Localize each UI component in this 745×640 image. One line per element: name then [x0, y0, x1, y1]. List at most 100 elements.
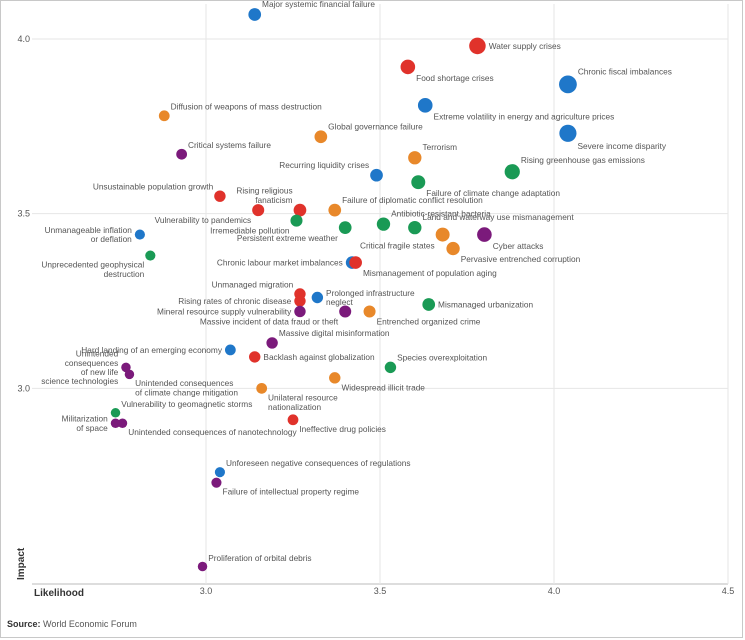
data-point[interactable]	[252, 204, 265, 217]
point-label: Land and waterway use mismanagement	[422, 212, 574, 222]
data-point[interactable]	[422, 298, 436, 311]
source-text: World Economic Forum	[43, 619, 137, 629]
x-tick-label: 3.5	[374, 586, 387, 596]
point-label: Vulnerability to pandemics	[155, 215, 252, 225]
point-label: Unilateral resource	[268, 393, 338, 403]
point-label: Diffusion of weapons of mass destruction	[171, 101, 323, 111]
point-label: of space	[76, 423, 108, 433]
point-label: Rising religious	[236, 186, 292, 196]
point-label: Unmanaged migration	[212, 279, 294, 289]
tick-labels: 3.0 3.5 4.0 4.5 3.0 3.5 4.0	[17, 34, 734, 596]
data-point[interactable]	[349, 256, 362, 269]
point-label: Massive digital misinformation	[279, 328, 390, 338]
data-point[interactable]	[287, 414, 299, 426]
point-label: Vulnerability to geomagnetic storms	[121, 399, 252, 409]
y-tick-label: 4.0	[17, 34, 30, 44]
data-point[interactable]	[446, 241, 460, 256]
data-point[interactable]	[249, 351, 261, 363]
point-label: Food shortage crises	[416, 73, 493, 83]
data-point[interactable]	[290, 214, 303, 227]
grid-lines	[32, 4, 729, 585]
data-point[interactable]	[408, 220, 422, 235]
data-point[interactable]	[256, 382, 268, 394]
data-point[interactable]	[197, 561, 208, 572]
point-label: Terrorism	[422, 142, 457, 152]
data-point[interactable]	[417, 98, 433, 113]
data-point[interactable]	[211, 477, 222, 488]
data-point[interactable]	[294, 295, 306, 307]
data-point[interactable]	[408, 151, 422, 165]
point-label: Mismanaged urbanization	[438, 299, 533, 309]
data-point[interactable]	[363, 305, 376, 318]
data-point[interactable]	[248, 8, 262, 21]
data-point[interactable]	[435, 227, 450, 242]
point-label: Unintended consequences of nanotechnolog…	[128, 427, 297, 437]
data-points	[110, 8, 577, 572]
point-label: consequences	[65, 358, 119, 368]
point-label: Unintended consequences	[135, 378, 233, 388]
data-point[interactable]	[411, 175, 426, 190]
point-label: of new life	[81, 367, 119, 377]
y-axis-label: Impact	[16, 547, 27, 580]
point-label: Unsustainable population growth	[93, 181, 214, 191]
point-label: Water supply crises	[489, 41, 561, 51]
point-label: Massive incident of data fraud or theft	[200, 316, 339, 326]
point-label: science technologies	[41, 376, 118, 386]
data-point[interactable]	[339, 305, 352, 318]
point-label: Antibiotic-resistant bacteria	[391, 208, 491, 218]
data-point[interactable]	[110, 408, 121, 418]
point-label: of climate change mitigation	[135, 387, 238, 397]
point-label: Militarization	[62, 414, 108, 424]
point-label: Chronic fiscal imbalances	[578, 66, 672, 76]
point-labels: Major systemic financial failure Water su…	[41, 0, 672, 563]
point-label: Mismanagement of population aging	[363, 268, 497, 278]
data-point[interactable]	[311, 291, 324, 304]
data-point[interactable]	[214, 190, 226, 202]
data-point[interactable]	[370, 168, 383, 182]
point-label: Global governance failure	[328, 121, 423, 131]
data-point[interactable]	[328, 203, 342, 217]
point-label: Pervasive entrenched corruption	[461, 254, 581, 264]
data-point[interactable]	[504, 164, 520, 180]
data-point[interactable]	[134, 229, 145, 240]
y-tick-label: 3.5	[17, 209, 30, 219]
source-label: Source:	[7, 619, 41, 629]
point-label: Backlash against globalization	[263, 352, 375, 362]
data-point[interactable]	[294, 305, 306, 318]
point-label: Failure of climate change adaptation	[426, 188, 560, 198]
point-label: or deflation	[91, 234, 132, 244]
data-point[interactable]	[124, 369, 135, 380]
data-point[interactable]	[266, 337, 278, 349]
data-point[interactable]	[384, 361, 397, 374]
data-point[interactable]	[559, 124, 577, 142]
data-point[interactable]	[559, 75, 577, 94]
x-axis-label: Likelihood	[34, 588, 84, 599]
data-point[interactable]	[338, 221, 352, 234]
data-point[interactable]	[110, 418, 121, 429]
data-point[interactable]	[214, 467, 225, 478]
data-point[interactable]	[158, 110, 170, 122]
data-point[interactable]	[314, 130, 328, 144]
point-label: Unprecedented geophysical	[41, 260, 144, 270]
data-point[interactable]	[145, 250, 156, 261]
data-point[interactable]	[121, 362, 131, 373]
data-point[interactable]	[224, 344, 236, 356]
data-point[interactable]	[477, 227, 492, 242]
data-point[interactable]	[293, 203, 307, 217]
y-tick-label: 3.0	[17, 383, 30, 393]
point-label: Recurring liquidity crises	[279, 160, 369, 170]
point-label: fanaticism	[255, 195, 292, 205]
point-label: Unforeseen negative consequences of regu…	[226, 458, 411, 468]
data-point[interactable]	[329, 372, 341, 384]
data-point[interactable]	[469, 37, 486, 55]
data-point[interactable]	[117, 418, 128, 429]
point-label: Ineffective drug policies	[299, 424, 386, 434]
point-label: Extreme volatility in energy and agricul…	[434, 112, 615, 122]
data-point[interactable]	[176, 148, 188, 160]
point-label: Species overexploitation	[397, 353, 487, 363]
data-point[interactable]	[376, 217, 391, 231]
data-point[interactable]	[400, 59, 416, 75]
point-label: Critical fragile states	[360, 241, 435, 251]
